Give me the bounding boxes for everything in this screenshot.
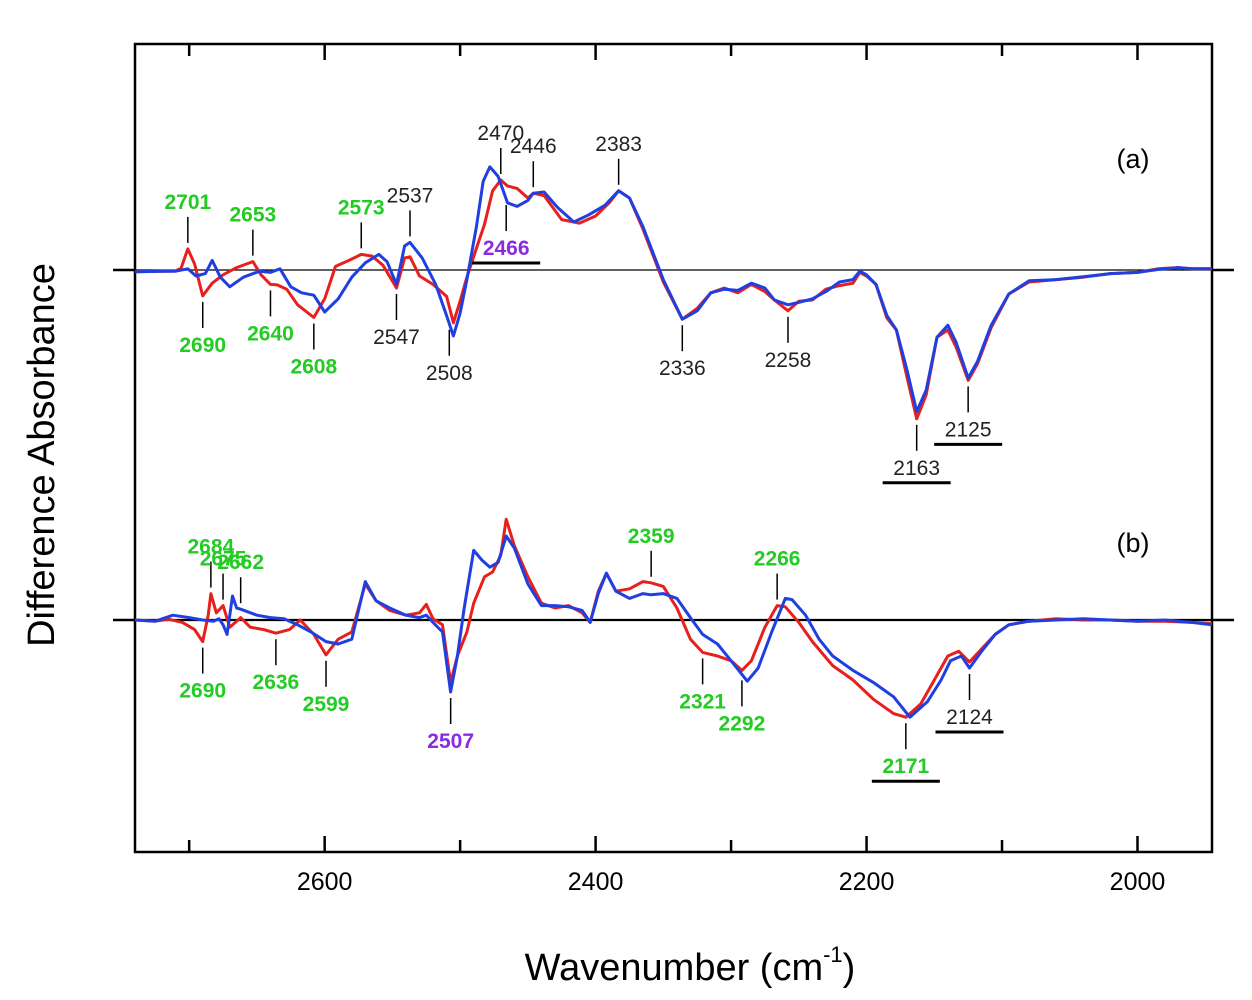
peak-label: 2292: [719, 712, 766, 735]
peak-label: 2690: [179, 680, 226, 703]
x-axis-ticks: 2600 2400 2200 2000: [187, 44, 1166, 896]
peak-label: 2690: [179, 334, 226, 357]
peak-label: 2446: [510, 135, 557, 158]
peak-label: 2684: [188, 536, 235, 559]
panel-label-b: (b): [1117, 528, 1150, 558]
x-tick-label: 2200: [839, 868, 895, 896]
peak-label: 2701: [164, 191, 211, 214]
peak-label: 2124: [946, 706, 993, 729]
peak-label: 2547: [373, 326, 420, 349]
x-axis-title: Wavenumber (cm-1): [525, 942, 856, 989]
peak-label: 2171: [882, 755, 929, 778]
peak-label: 2336: [659, 357, 706, 380]
plot-frame: [133, 42, 1214, 854]
panel-label-a: (a): [1117, 144, 1150, 174]
peak-label: 2662: [217, 551, 264, 574]
peak-label: 2125: [945, 418, 992, 441]
x-tick-label: 2000: [1110, 868, 1166, 896]
peak-label: 2359: [628, 525, 675, 548]
peak-label: 2573: [338, 196, 385, 219]
peak-label: 2640: [247, 322, 294, 345]
x-axis-title-close: ): [843, 947, 856, 989]
peak-label: 2258: [765, 349, 812, 372]
peak-label: 2466: [483, 237, 530, 260]
peak-label: 2470: [477, 122, 524, 145]
peak-label: 2599: [303, 693, 350, 716]
spectrum-line-blue-panel-a: [134, 165, 1212, 414]
peak-label: 2507: [427, 730, 474, 753]
peak-label: 2508: [426, 362, 473, 385]
peak-label: 2653: [230, 204, 277, 227]
peak-label: 2636: [253, 671, 300, 694]
x-axis-title-exponent: -1: [823, 942, 843, 967]
plot-border: [133, 42, 1214, 854]
x-tick-label: 2400: [568, 868, 624, 896]
peak-label: 2675: [200, 548, 247, 571]
peak-label: 2537: [387, 184, 434, 207]
peak-label: 2163: [893, 457, 940, 480]
peak-label: 2266: [754, 548, 801, 571]
spectrum-line-red-panel-a: [134, 178, 1212, 421]
y-axis-title: Difference Absorbance: [21, 263, 63, 647]
peak-label: 2321: [679, 690, 726, 713]
series-layer: [134, 165, 1213, 719]
x-tick-label: 2600: [297, 868, 353, 896]
x-axis-title-main: Wavenumber (cm: [525, 947, 823, 989]
peak-label: 2608: [290, 356, 337, 379]
peak-label: 2383: [595, 133, 642, 156]
spectrum-line-blue-panel-b: [134, 534, 1213, 719]
